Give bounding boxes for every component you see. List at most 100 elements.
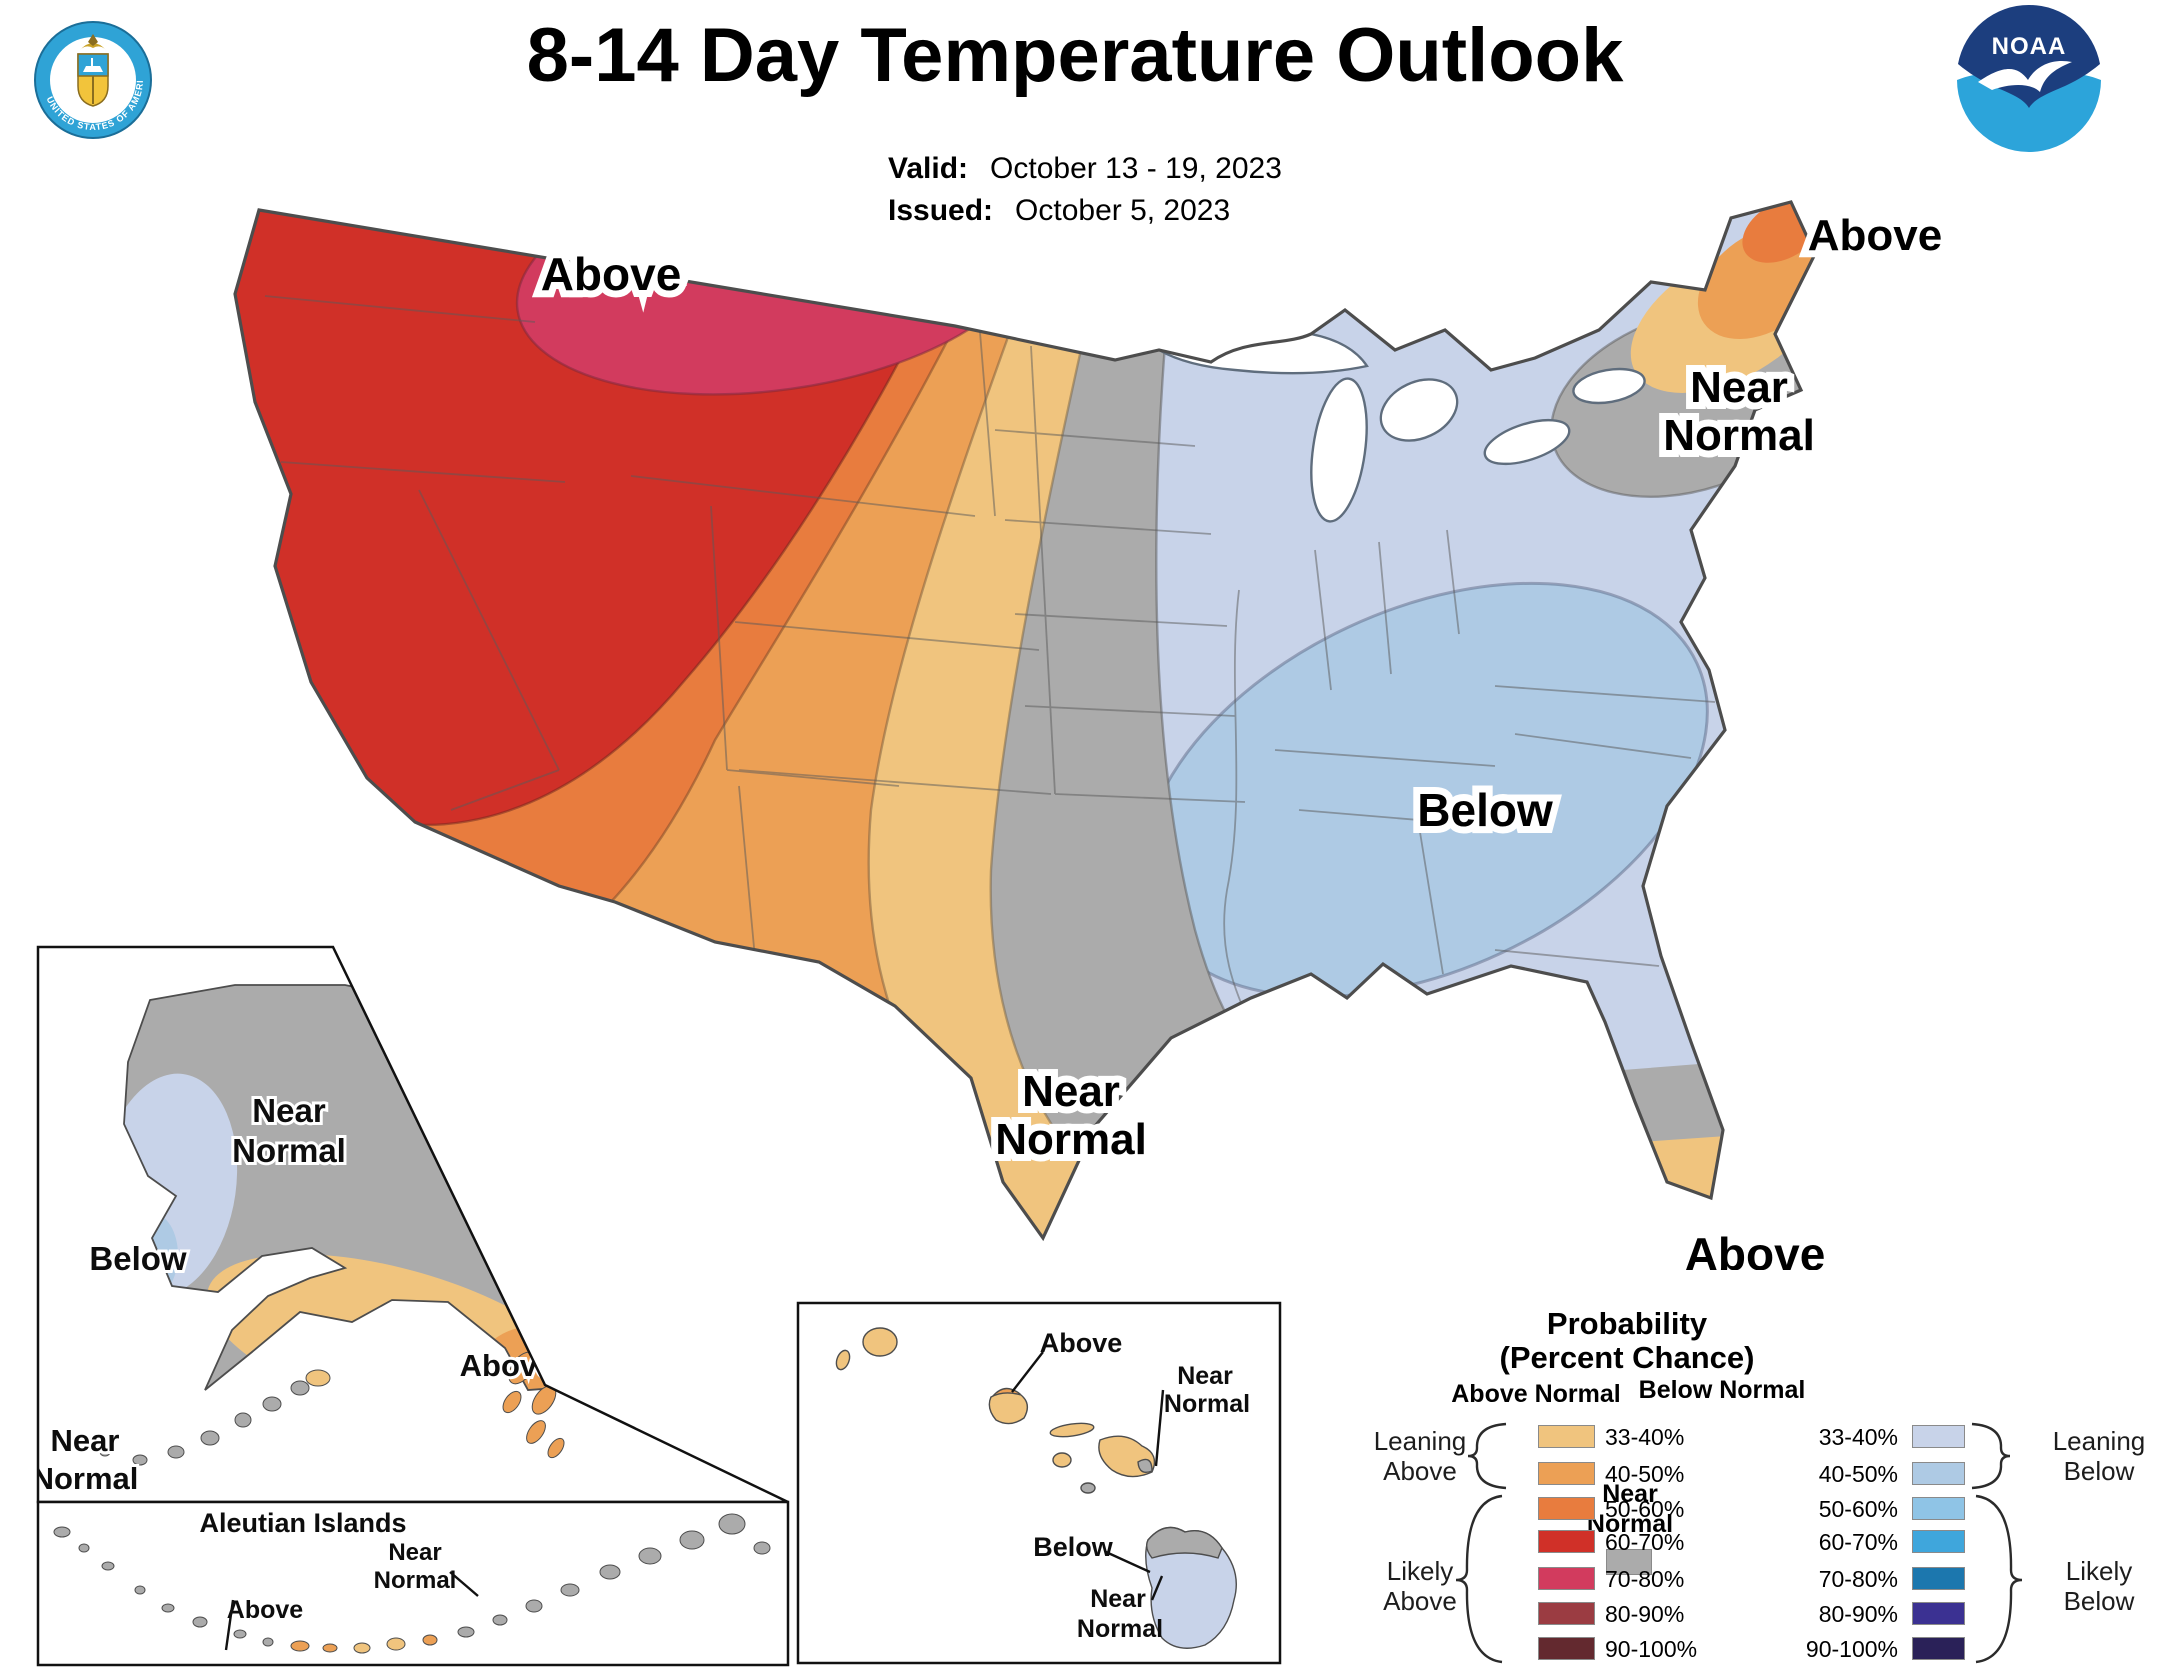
- legend-below-swatch-3: [1912, 1497, 1965, 1520]
- niihau-shape: [835, 1349, 851, 1371]
- aleutian-title: Aleutian Islands: [199, 1508, 406, 1538]
- hawaii-islands: [835, 1327, 1237, 1649]
- legend-below-pct-5: 70-80%: [1818, 1566, 1898, 1592]
- noaa-logo-text: NOAA: [1992, 33, 2067, 60]
- legend-braces: [1455, 1422, 2023, 1664]
- valid-line: Valid: October 13 - 19, 2023: [888, 148, 1282, 190]
- brace-leaning-below: [1971, 1422, 2011, 1490]
- legend-below-swatch-2: [1912, 1462, 1965, 1485]
- brace-likely-above: [1455, 1494, 1503, 1664]
- legend-below-pct-1: 33-40%: [1818, 1424, 1898, 1450]
- ak-label-normal: Normal: [232, 1132, 346, 1169]
- legend-below-swatch-7: [1912, 1637, 1965, 1660]
- legend-near-label: Near: [1602, 1480, 1658, 1508]
- legend-below-header: Below Normal: [1638, 1376, 1806, 1404]
- hi-below-pointer-line: [1105, 1550, 1151, 1574]
- oahu-shape: [988, 1392, 1029, 1425]
- valid-issued-block: Valid: October 13 - 19, 2023 Issued: Octob…: [888, 148, 1282, 232]
- label-ne-above: Above: [1808, 211, 1942, 260]
- lake-erie-shape: [1483, 418, 1571, 466]
- brace-leaning-above: [1467, 1422, 1507, 1490]
- hi-above-pointer-line: [1011, 1351, 1044, 1393]
- big-island-near-normal-cap: [1145, 1526, 1223, 1559]
- issued-line: Issued: October 5, 2023: [888, 190, 1282, 232]
- molokai-shape: [1049, 1422, 1095, 1438]
- legend-normal-label: Normal: [1586, 1510, 1674, 1538]
- legend-below-swatch-5: [1912, 1567, 1965, 1590]
- legend-below-pct-4: 60-70%: [1818, 1529, 1898, 1555]
- ak-label-near: Near: [252, 1092, 326, 1129]
- brace-likely-below: [1975, 1494, 2023, 1664]
- legend-subtitle: (Percent Chance): [1499, 1340, 1755, 1375]
- page-title: 8-14 Day Temperature Outlook: [526, 13, 1624, 98]
- kauai-shape: [862, 1327, 898, 1357]
- legend-above-pct-2: 40-50%: [1605, 1461, 1685, 1487]
- legend-above-swatch-5: [1538, 1567, 1595, 1590]
- legend-leaning-above-2: Above: [1383, 1456, 1457, 1486]
- aleutian-above-pointer-line: [224, 1599, 235, 1651]
- lake-michigan-shape: [1310, 377, 1368, 523]
- legend-likely-above-2: Above: [1383, 1586, 1457, 1616]
- label-ne-normal: Normal: [1663, 411, 1815, 460]
- legend-above-swatch-7: [1538, 1637, 1595, 1660]
- seal-shield-icon: [77, 53, 109, 107]
- legend-leaning-below-1: Leaning: [2052, 1426, 2146, 1456]
- maui-near-normal-tip: [1137, 1458, 1153, 1474]
- legend-below-pct-6: 80-90%: [1818, 1601, 1898, 1627]
- lake-huron-shape: [1379, 378, 1459, 442]
- legend-below-swatch-6: [1912, 1602, 1965, 1625]
- legend-above-pct-7: 90-100%: [1605, 1636, 1698, 1662]
- legend-title: Probability: [1546, 1306, 1708, 1341]
- lake-ontario-shape: [1572, 367, 1646, 405]
- ak-peninsula-islands: [99, 1369, 331, 1466]
- ak-label-corner-normal: Normal: [32, 1461, 139, 1496]
- hi-maui-pointer-line: [1154, 1389, 1165, 1467]
- aleutian-islands-chain: [53, 1513, 771, 1654]
- hi-label-big-near: Near: [1090, 1585, 1146, 1613]
- legend-above-swatch-3: [1538, 1497, 1595, 1520]
- legend-likely-above-1: Likely: [1386, 1556, 1454, 1586]
- aleutian-near-pointer-line: [449, 1571, 479, 1597]
- issued-label: Issued:: [888, 194, 994, 227]
- seal-eagle-icon: [80, 34, 106, 50]
- hi-label-big-normal: Normal: [1077, 1615, 1163, 1643]
- legend-below-pct-2: 40-50%: [1818, 1461, 1898, 1487]
- hi-label-maui-near: Near: [1177, 1362, 1233, 1390]
- legend-above-pct-1: 33-40%: [1605, 1424, 1685, 1450]
- legend-below-pct-7: 90-100%: [1805, 1636, 1898, 1662]
- aleutian-label-normal: Normal: [374, 1567, 457, 1594]
- valid-value: October 13 - 19, 2023: [990, 152, 1282, 185]
- legend-above-swatch-6: [1538, 1602, 1595, 1625]
- state-borders: [264, 295, 1716, 1027]
- aleutian-label-near: Near: [388, 1539, 441, 1566]
- legend-above-pct-5: 70-80%: [1605, 1566, 1685, 1592]
- alaska-inset-map: Near Normal Below Above Near Normal: [32, 984, 565, 1499]
- us-temperature-map: Above Above Near Normal Below Near Norma…: [233, 200, 1949, 1270]
- ak-label-corner-near: Near: [51, 1423, 120, 1458]
- hi-big-pointer-line: [1150, 1575, 1164, 1601]
- label-fl-above: Above: [1685, 1228, 1826, 1270]
- legend-below-pct-3: 50-60%: [1818, 1496, 1898, 1522]
- aleutian-inset-map: Aleutian Islands Near Normal Above: [36, 1500, 790, 1667]
- hawaii-inset-map: Above Near Normal Below Near Normal: [796, 1301, 1282, 1665]
- label-se-below: Below: [1417, 784, 1553, 836]
- issued-value: October 5, 2023: [1015, 194, 1231, 227]
- legend-likely-below-2: Below: [2063, 1586, 2135, 1616]
- legend-leaning-above-1: Leaning: [1373, 1426, 1467, 1456]
- legend-above-swatch-2: [1538, 1462, 1595, 1485]
- legend-near-normal-swatch: [1606, 1549, 1652, 1575]
- hi-label-above: Above: [1040, 1328, 1123, 1358]
- noaa-logo-icon: NOAA: [1956, 4, 2102, 152]
- legend-above-swatch-1: [1538, 1425, 1595, 1448]
- doc-seal-icon: DEPARTMENT OF COMMERCE UNITED STATES OF …: [30, 8, 152, 139]
- legend-above-pct-4: 60-70%: [1605, 1529, 1685, 1555]
- legend-below-swatch-4: [1912, 1530, 1965, 1553]
- label-nw-above: Above: [541, 248, 682, 300]
- noaa-lightblue-wave: [1957, 73, 2101, 152]
- hi-label-maui-normal: Normal: [1164, 1390, 1250, 1418]
- us-outline: [233, 200, 1817, 1242]
- aleutian-inset-box: [36, 1500, 790, 1667]
- lanai-shape: [1052, 1452, 1072, 1468]
- legend-above-pct-6: 80-90%: [1605, 1601, 1685, 1627]
